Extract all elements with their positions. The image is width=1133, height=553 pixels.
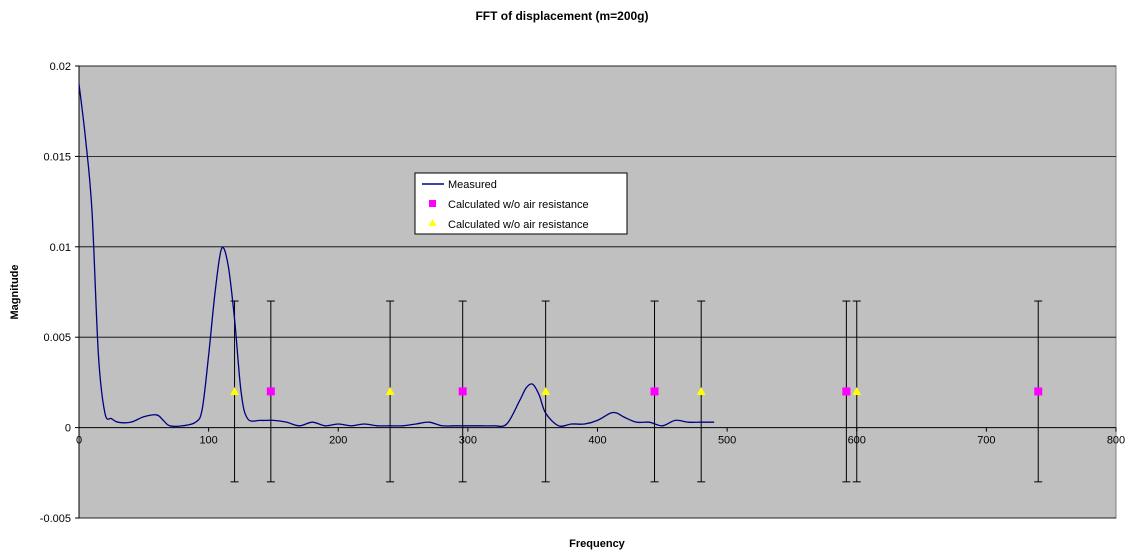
triangle-marker	[385, 386, 395, 395]
legend: Measured Calculated w/o air resistance C…	[414, 172, 628, 235]
triangle-marker	[852, 386, 862, 395]
x-tick-label: 500	[718, 435, 736, 447]
axes	[75, 65, 1117, 519]
gridlines	[79, 65, 1116, 519]
triangle-marker	[696, 386, 706, 395]
plot-area	[78, 65, 1117, 519]
y-axis-title: Magnitude	[9, 265, 21, 320]
x-tick-label: 700	[977, 435, 995, 447]
x-tick-label: 800	[1107, 435, 1125, 447]
measured-line	[78, 84, 715, 428]
triangle-marker	[541, 386, 551, 395]
legend-box	[414, 172, 628, 235]
legend-label-calculated-triangle: Calculated w/o air resistance	[448, 219, 589, 231]
x-axis-title: Frequency	[569, 538, 626, 550]
x-tick-label: 300	[459, 435, 477, 447]
chart-title: FFT of displacement (m=200g)	[475, 9, 648, 23]
legend-square-swatch	[429, 200, 436, 207]
legend-label-calculated-square: Calculated w/o air resistance	[448, 199, 589, 211]
y-tick-label: 0.005	[43, 332, 71, 344]
triangle-marker	[230, 386, 240, 395]
y-tick-labels: -0.005 0 0.005 0.01 0.015 0.02	[40, 61, 71, 525]
y-tick-label: -0.005	[40, 513, 71, 525]
measured-series	[78, 84, 715, 428]
calculated-markers	[230, 386, 1043, 396]
y-tick-label: 0.015	[43, 151, 71, 163]
x-tick-label: 100	[199, 435, 217, 447]
legend-label-measured: Measured	[448, 179, 497, 191]
y-tick-label: 0.02	[50, 61, 71, 73]
x-tick-labels: 0 100 200 300 400 500 600 700 800	[76, 435, 1125, 447]
square-marker	[266, 387, 275, 396]
x-tick-label: 0	[76, 435, 82, 447]
square-marker	[842, 387, 851, 396]
square-marker	[1034, 387, 1043, 396]
x-tick-label: 200	[329, 435, 347, 447]
y-tick-label: 0.01	[50, 242, 71, 254]
square-marker	[650, 387, 659, 396]
legend-triangle-swatch	[428, 219, 437, 226]
square-marker	[458, 387, 467, 396]
x-tick-label: 400	[588, 435, 606, 447]
y-tick-label: 0	[65, 423, 71, 435]
